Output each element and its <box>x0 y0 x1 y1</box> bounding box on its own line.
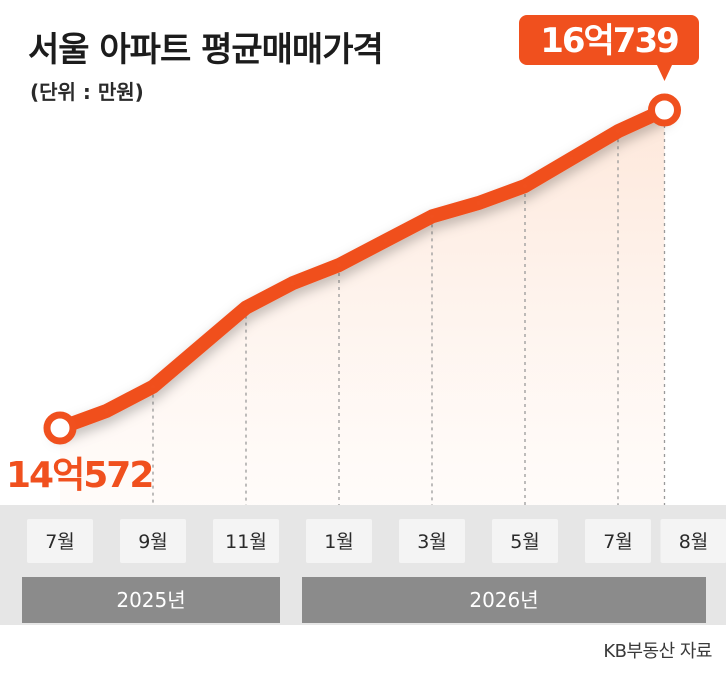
data-point <box>383 238 388 243</box>
start-value-label: 14억572 <box>6 455 152 496</box>
data-point <box>337 263 341 268</box>
data-point <box>430 214 434 219</box>
end-value-callout <box>519 15 699 65</box>
month-label: 5월 <box>510 531 540 553</box>
data-point <box>290 281 295 286</box>
month-box <box>213 519 279 563</box>
data-point <box>244 305 248 310</box>
end-value-label: 16억739 <box>540 21 678 61</box>
month-box <box>399 519 465 563</box>
series-line <box>53 103 672 435</box>
start-point-marker <box>43 411 77 445</box>
month-box <box>27 519 93 563</box>
chart-title: 서울 아파트 평균매매가격 <box>28 30 384 70</box>
data-point <box>197 345 202 350</box>
month-label: 1월 <box>324 531 354 553</box>
month-label: 7월 <box>603 531 633 553</box>
data-point <box>616 129 620 134</box>
year-bar <box>22 577 280 623</box>
month-label: 3월 <box>417 531 447 553</box>
year-label: 2026년 <box>469 588 538 612</box>
callout-pointer <box>656 64 673 81</box>
year-bar <box>302 577 706 623</box>
month-label: 9월 <box>138 531 168 553</box>
month-label: 7월 <box>45 531 75 553</box>
data-point <box>476 201 481 206</box>
data-point <box>569 156 574 161</box>
unit-label: (단위 : 만원) <box>30 80 144 104</box>
month-box <box>306 519 372 563</box>
year-label: 2025년 <box>116 588 185 612</box>
month-box <box>660 519 726 563</box>
source-note: KB부동산 자료 <box>603 641 712 662</box>
month-label: 11월 <box>225 531 267 553</box>
month-box <box>120 519 186 563</box>
month-label: 8월 <box>679 531 709 553</box>
end-point-marker <box>648 93 681 127</box>
data-point <box>151 384 155 389</box>
month-box <box>585 519 651 563</box>
data-point <box>104 408 109 413</box>
data-point <box>523 184 527 189</box>
area-fill <box>60 110 665 505</box>
month-box <box>492 519 558 563</box>
